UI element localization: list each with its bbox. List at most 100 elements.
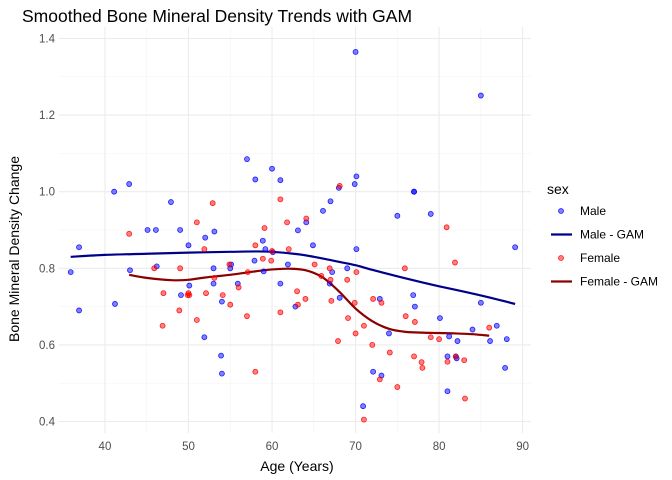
female-point	[436, 336, 443, 343]
male-point	[351, 181, 358, 187]
female-point	[326, 265, 333, 272]
female-point	[361, 416, 367, 423]
female-point	[461, 357, 468, 364]
female-point	[411, 353, 417, 360]
male-point	[219, 370, 225, 377]
male-point	[493, 322, 500, 329]
female-point	[294, 288, 300, 295]
female-point	[419, 364, 426, 371]
female-point	[226, 261, 233, 268]
female-point	[335, 338, 341, 344]
female-point	[378, 299, 385, 306]
male-point	[446, 333, 453, 340]
male-point	[353, 173, 360, 180]
female-point	[126, 230, 133, 237]
male-point	[201, 334, 208, 341]
female-point	[209, 200, 216, 207]
male-point	[411, 303, 418, 310]
male-point	[218, 352, 224, 359]
male-point	[427, 211, 434, 217]
male-point	[320, 207, 326, 214]
male-point	[177, 227, 184, 233]
male-point	[219, 298, 225, 305]
male-point	[394, 212, 401, 219]
female-point	[370, 296, 377, 302]
female-point	[186, 292, 193, 299]
female-point	[227, 301, 234, 308]
male-point	[503, 336, 510, 343]
female-point	[244, 313, 250, 320]
male-point	[411, 188, 417, 195]
female-point	[462, 395, 468, 402]
female-point	[244, 269, 251, 276]
female-point	[176, 307, 183, 314]
female-point	[353, 269, 360, 276]
female-point	[351, 299, 358, 306]
female-point	[394, 384, 401, 390]
female-point	[327, 276, 334, 283]
female-point	[203, 290, 209, 297]
female-point	[303, 215, 310, 222]
male-point	[211, 228, 218, 235]
male-point	[178, 292, 184, 299]
male-point	[67, 269, 74, 276]
female-point	[160, 290, 167, 297]
female-point	[268, 257, 275, 264]
female-point	[352, 330, 359, 337]
x-tick-label: 50	[182, 441, 195, 453]
female-point	[443, 224, 450, 231]
female-point	[201, 246, 208, 253]
female-point	[311, 261, 318, 268]
y-tick-label: 1.2	[39, 110, 55, 122]
x-tick-label: 60	[266, 441, 279, 453]
female-point	[486, 324, 493, 331]
male-point	[502, 364, 509, 371]
male-point	[454, 338, 461, 344]
male-point	[244, 156, 250, 163]
female-point	[328, 297, 335, 304]
legend: sex Male Male - GAM Female Female - GAM	[547, 181, 658, 289]
data-points	[67, 48, 519, 423]
female-point	[211, 274, 218, 281]
female-point	[376, 376, 383, 383]
female-point	[219, 292, 226, 299]
male-point	[210, 280, 217, 287]
legend-title: sex	[547, 181, 569, 197]
male-point	[260, 268, 267, 275]
male-point	[386, 330, 392, 337]
female-point	[261, 225, 268, 231]
male-point	[111, 188, 118, 195]
female-point	[452, 353, 459, 360]
female-point	[386, 349, 393, 356]
x-tick-label: 70	[349, 441, 362, 453]
legend-key-female	[558, 255, 564, 261]
male-point	[251, 257, 258, 264]
male-point	[512, 244, 519, 251]
legend-label-male-gam: Male - GAM	[580, 228, 644, 242]
female-point	[284, 219, 290, 226]
male-point	[185, 242, 192, 249]
male-point	[269, 165, 275, 172]
y-tick-label: 1.0	[39, 187, 55, 199]
female-point	[159, 322, 166, 329]
y-tick-labels: 0.4 0.6 0.8 1.0 1.2 1.4	[39, 33, 56, 428]
x-tick-label: 40	[99, 441, 112, 453]
legend-key-male	[558, 208, 564, 214]
male-point	[353, 246, 360, 253]
female-point	[285, 246, 292, 253]
male-point	[277, 177, 284, 184]
male-point	[437, 315, 443, 321]
female-point	[402, 313, 409, 320]
legend-label-male: Male	[580, 204, 606, 218]
female-point	[252, 242, 259, 249]
y-tick-label: 0.4	[39, 417, 56, 429]
legend-label-female-gam: Female - GAM	[580, 275, 658, 289]
female-point	[318, 273, 325, 279]
chart-title: Smoothed Bone Mineral Density Trends wit…	[22, 6, 412, 26]
female-point	[295, 301, 301, 308]
female-point	[193, 317, 200, 323]
male-point	[469, 326, 476, 333]
male-point	[262, 246, 269, 253]
female-point	[427, 334, 434, 341]
x-tick-labels: 40 50 60 70 80 90	[99, 441, 529, 453]
